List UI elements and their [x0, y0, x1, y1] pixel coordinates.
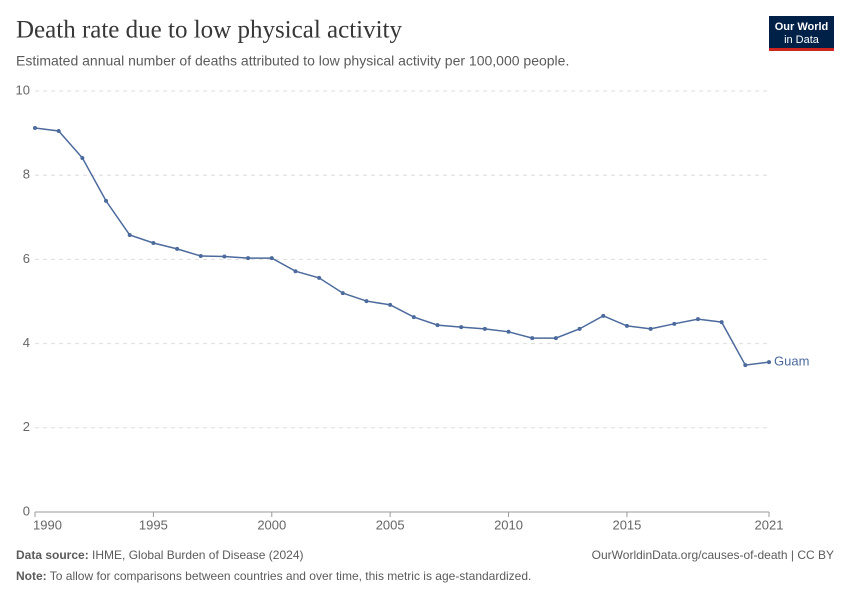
point [672, 321, 677, 326]
point [175, 246, 180, 251]
point [506, 329, 511, 334]
point [246, 256, 251, 261]
point [435, 323, 440, 328]
logo-stripe [769, 48, 834, 51]
logo-text: in Data [784, 34, 820, 46]
y-tick-label: 4 [23, 335, 30, 350]
y-tick-label: 10 [16, 82, 30, 97]
footer-link[interactable]: OurWorldinData.org/causes-of-death | CC … [592, 548, 834, 562]
point [293, 269, 298, 274]
y-tick-label: 6 [23, 251, 30, 266]
point [104, 198, 109, 203]
point [767, 360, 771, 365]
x-tick-label: 2000 [257, 517, 286, 532]
source: IHME, Global Burden of Disease (2024) [92, 548, 303, 562]
x-tick-label: 2021 [755, 517, 784, 532]
point [317, 275, 322, 280]
x-tick-label: 1995 [139, 517, 168, 532]
point [648, 326, 653, 331]
point [222, 254, 227, 259]
point [577, 326, 582, 331]
source-label: Data source: [16, 548, 89, 562]
y-tick-label: 8 [23, 167, 30, 182]
point [388, 302, 393, 307]
point [56, 128, 61, 133]
point [80, 155, 85, 160]
point [553, 336, 558, 341]
point [601, 313, 606, 318]
logo-box [769, 16, 834, 50]
point [411, 315, 416, 320]
point [459, 325, 464, 330]
point [743, 363, 748, 368]
point [530, 336, 535, 341]
point [719, 320, 724, 325]
chart-title: Death rate due to low physical activity [16, 17, 402, 44]
footer-note: Note: To allow for comparisons between c… [16, 569, 531, 583]
x-tick-label: 2005 [376, 517, 405, 532]
point [695, 317, 700, 322]
logo[interactable]: Our World in Data [769, 16, 834, 51]
footer-source: Data source: IHME, Global Burden of Dise… [16, 548, 303, 562]
note-label: Note: [16, 569, 47, 583]
point [340, 291, 345, 296]
point [482, 326, 487, 331]
x-tick-label: 2015 [612, 517, 641, 532]
chart-subtitle: Estimated annual number of deaths attrib… [16, 53, 569, 69]
point [624, 323, 629, 328]
point [151, 240, 156, 245]
note: To allow for comparisons between countri… [50, 569, 532, 583]
point [269, 256, 274, 261]
point [127, 232, 132, 237]
point [364, 299, 369, 304]
x-tick-label: 2010 [494, 517, 523, 532]
series-label: Guam [774, 354, 809, 369]
point [33, 126, 37, 131]
x-tick-label: 1990 [33, 517, 62, 532]
point [198, 254, 203, 259]
y-tick-label: 0 [23, 503, 30, 518]
line [34, 127, 770, 366]
y-tick-label: 2 [23, 419, 30, 434]
logo-text: Our World [775, 21, 829, 33]
